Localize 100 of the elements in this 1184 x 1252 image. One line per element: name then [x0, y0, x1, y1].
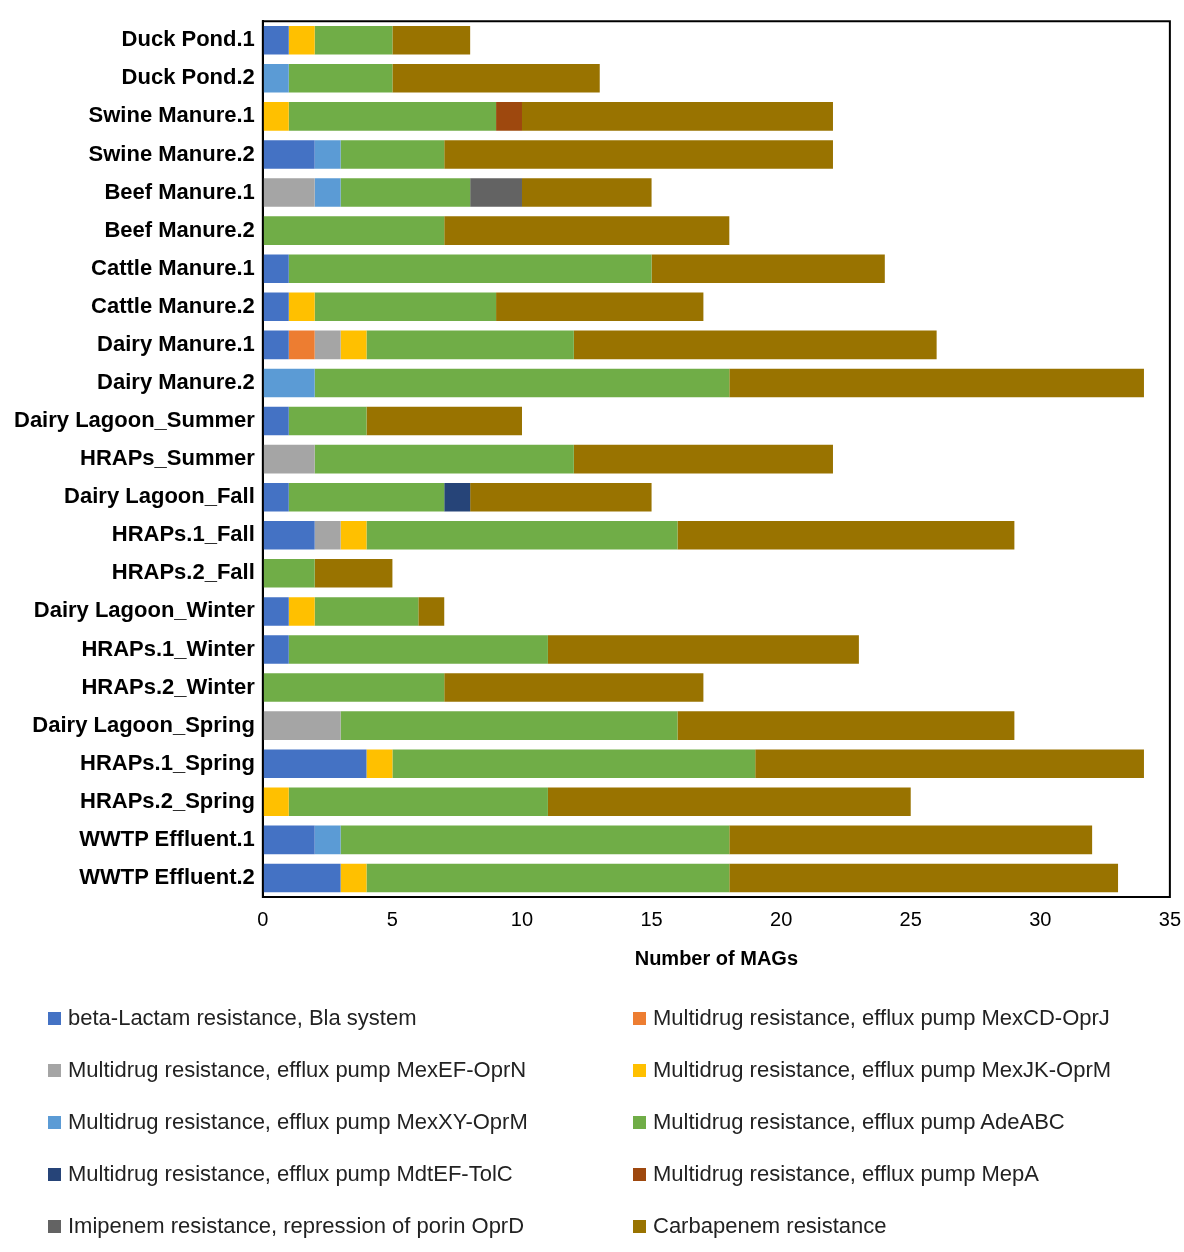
- bar: [521, 102, 833, 131]
- bar: [262, 673, 445, 702]
- bar: [288, 482, 445, 512]
- bar: [366, 749, 393, 779]
- bar: [755, 749, 1144, 779]
- bar: [262, 216, 445, 245]
- bar: [262, 482, 289, 512]
- bar: [677, 711, 1015, 740]
- bar: [573, 444, 833, 474]
- bar: [340, 863, 367, 893]
- bar: [288, 254, 652, 283]
- bar: [444, 482, 471, 512]
- bar: [340, 520, 367, 550]
- bar: [262, 330, 289, 360]
- y-tick-label: Swine Manure.2: [88, 140, 255, 166]
- bar: [392, 749, 756, 779]
- x-tick-label: 20: [770, 907, 793, 930]
- x-tick-label: 35: [1158, 907, 1181, 930]
- bar: [262, 406, 289, 436]
- bar: [314, 25, 393, 55]
- y-tick-label: Duck Pond.1: [121, 26, 255, 52]
- bar: [366, 330, 574, 360]
- y-tick-label: Beef Manure.2: [104, 216, 255, 242]
- bar: [314, 597, 419, 626]
- bar: [262, 863, 341, 893]
- bar: [262, 711, 341, 740]
- bar: [444, 673, 704, 702]
- bar: [262, 520, 315, 550]
- bar: [262, 292, 289, 322]
- y-tick-label: Duck Pond.2: [121, 64, 255, 90]
- bar: [288, 330, 315, 360]
- bar: [288, 64, 393, 93]
- y-tick-label: Cattle Manure.2: [91, 292, 255, 318]
- bar: [314, 292, 497, 322]
- bar: [262, 254, 289, 283]
- bar: [262, 635, 289, 664]
- bar: [262, 559, 315, 588]
- y-tick-label: Beef Manure.1: [104, 178, 255, 204]
- y-tick-label: Dairy Manure.1: [97, 330, 255, 356]
- bar: [547, 635, 859, 664]
- legend-label: Carbapenem resistance: [653, 1213, 887, 1239]
- bar: [392, 64, 600, 93]
- x-tick-label: 10: [510, 907, 534, 930]
- bar: [314, 520, 341, 550]
- bar: [340, 178, 471, 207]
- legend-label: Multidrug resistance, efflux pump MexXY-OprM: [68, 1109, 528, 1135]
- y-tick-label: Cattle Manure.1: [91, 254, 255, 280]
- bar: [314, 825, 341, 855]
- legend-label: beta-Lactam resistance, Bla system: [68, 1005, 417, 1031]
- bar: [262, 825, 315, 855]
- bar: [314, 444, 574, 474]
- bar: [729, 825, 1093, 855]
- bar: [262, 64, 289, 93]
- x-tick-label: 25: [899, 907, 922, 930]
- bar: [262, 102, 289, 131]
- legend-label: Multidrug resistance, efflux pump MexJK-OprM: [653, 1057, 1112, 1083]
- bar: [288, 102, 497, 131]
- bar: [470, 482, 652, 512]
- bar: [262, 749, 367, 779]
- x-tick-label: 0: [257, 907, 269, 930]
- bar: [496, 102, 522, 131]
- y-tick-label: HRAPs.2_Winter: [81, 673, 256, 699]
- bar: [444, 140, 833, 169]
- y-tick-label: Swine Manure.1: [88, 102, 255, 128]
- bar: [288, 787, 548, 817]
- bar: [314, 178, 341, 207]
- y-tick-label: Dairy Lagoon_Winter: [33, 597, 256, 623]
- y-tick-label: Dairy Lagoon_Spring: [32, 711, 255, 737]
- bar: [262, 368, 315, 398]
- y-tick-label: WWTP Effluent.2: [79, 864, 255, 890]
- bar: [340, 330, 367, 360]
- bar: [262, 25, 289, 55]
- bar: [573, 330, 937, 360]
- bar: [366, 406, 522, 436]
- bar: [288, 597, 315, 626]
- y-tick-label: HRAPs.1_Spring: [80, 749, 255, 775]
- y-tick-label: HRAPs_Summer: [80, 445, 256, 471]
- x-tick-label: 15: [640, 907, 663, 930]
- bar: [314, 140, 341, 169]
- bar: [314, 559, 393, 588]
- bar: [262, 178, 315, 207]
- bar: [314, 368, 730, 398]
- legend-label: Multidrug resistance, efflux pump AdeABC: [653, 1109, 1065, 1135]
- bar: [651, 254, 885, 283]
- x-tick-label: 5: [386, 907, 398, 930]
- bar: [521, 178, 652, 207]
- legend-label: Multidrug resistance, efflux pump MepA: [653, 1161, 1039, 1187]
- y-tick-label: HRAPs.2_Fall: [111, 559, 255, 585]
- bar: [288, 292, 315, 322]
- bar: [340, 711, 678, 740]
- bar: [547, 787, 911, 817]
- legend-label: Multidrug resistance, efflux pump MexCD-OprJ: [653, 1005, 1110, 1031]
- y-tick-label: HRAPs.1_Fall: [111, 521, 255, 547]
- bar: [340, 825, 730, 855]
- bar: [262, 444, 315, 474]
- bar: [444, 216, 730, 245]
- bar: [729, 368, 1144, 398]
- bar: [288, 635, 548, 664]
- bar: [288, 406, 367, 436]
- bar: [470, 178, 522, 207]
